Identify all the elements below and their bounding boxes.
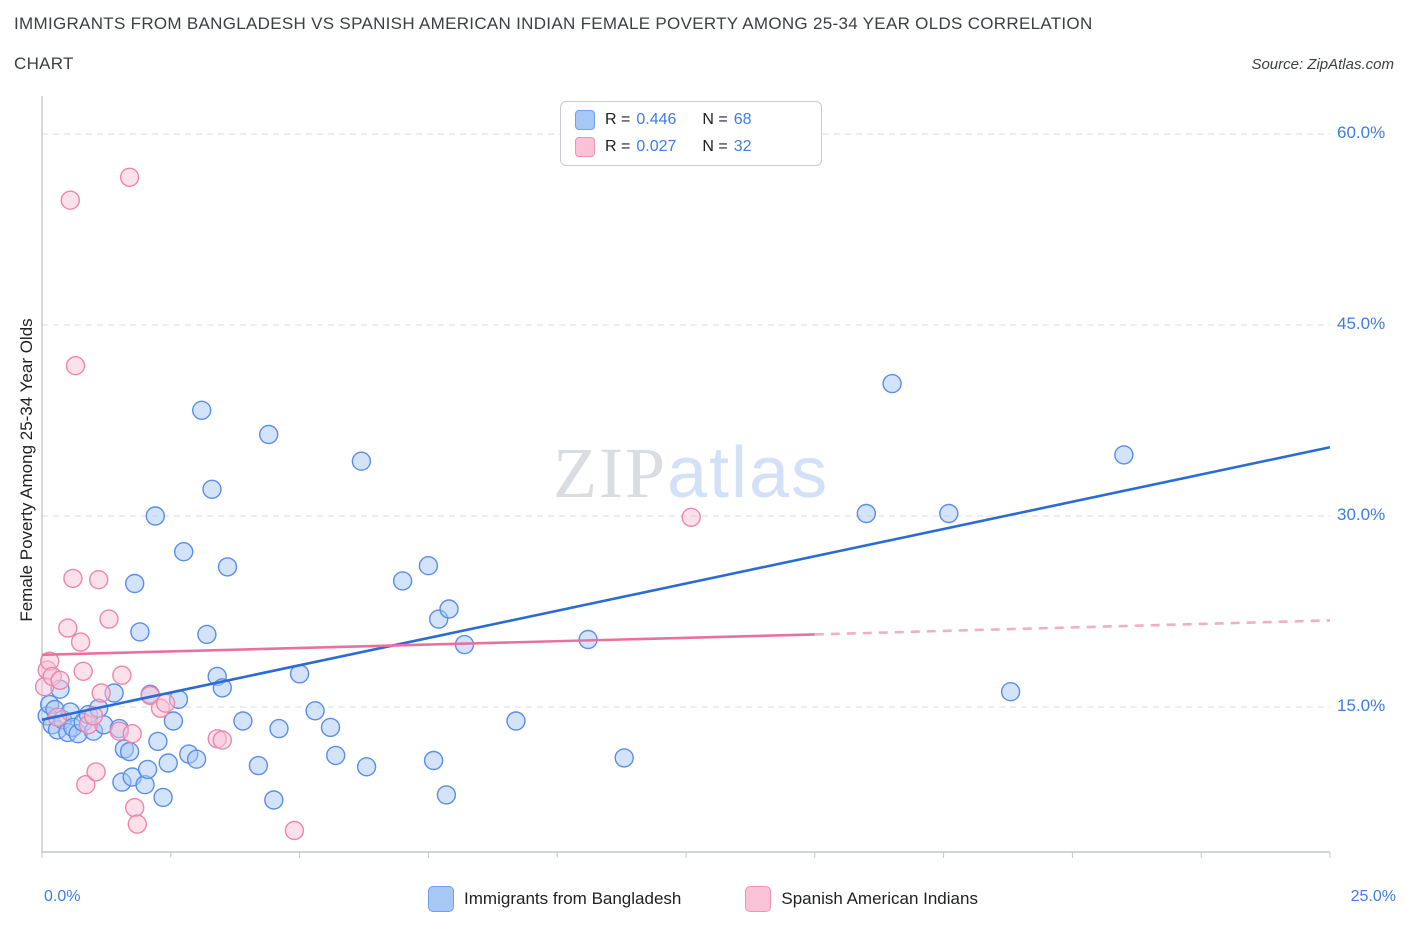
point-bangladesh [305, 701, 325, 721]
point-bangladesh [191, 400, 212, 420]
point-bangladesh [356, 757, 377, 777]
point-spanish-american-indians [127, 814, 148, 834]
point-bangladesh [326, 745, 346, 766]
point-bangladesh [153, 787, 173, 808]
source-credit: Source: ZipAtlas.com [1251, 56, 1394, 73]
legend-swatch-spanish-american-indians [575, 137, 595, 157]
point-bangladesh [264, 790, 284, 810]
n-value: 32 [733, 138, 752, 155]
point-spanish-american-indians [124, 797, 145, 818]
point-bangladesh [145, 506, 166, 526]
point-bangladesh [163, 711, 184, 731]
point-spanish-american-indians [65, 356, 86, 376]
y-tick-15: 15.0% [1337, 696, 1386, 715]
point-bangladesh [202, 479, 222, 499]
y-tick-45: 45.0% [1337, 314, 1386, 333]
point-bangladesh [423, 750, 444, 771]
point-bangladesh [148, 731, 168, 752]
legend-row-bangladesh: R = 0.446 N = 68 [575, 110, 807, 130]
r-value: 0.446 [636, 111, 677, 128]
series-swatch-spanish-american-indians [745, 886, 772, 912]
y-tick-60: 60.0% [1337, 123, 1386, 142]
y-axis-label: Female Poverty Among 25-34 Year Olds [17, 318, 36, 622]
point-spanish-american-indians [83, 706, 104, 726]
r-label: R = [605, 111, 631, 128]
point-spanish-american-indians [73, 661, 93, 681]
point-spanish-american-indians [86, 762, 106, 782]
point-bangladesh [248, 755, 269, 776]
legend-swatch-bangladesh [575, 110, 595, 130]
point-bangladesh [439, 599, 459, 619]
point-spanish-american-indians [91, 683, 111, 703]
point-bangladesh [392, 571, 413, 591]
point-bangladesh [233, 711, 253, 731]
point-bangladesh [217, 557, 238, 577]
point-spanish-american-indians [284, 820, 305, 841]
series-label-spanish-american-indians: Spanish American Indians [781, 889, 978, 908]
series-legend-item-spanish-american-indians: Spanish American Indians [745, 886, 978, 912]
y-tick-30: 30.0% [1337, 505, 1386, 524]
point-spanish-american-indians [58, 618, 78, 638]
point-spanish-american-indians [681, 507, 701, 527]
n-label: N = [702, 111, 728, 128]
point-spanish-american-indians [50, 670, 70, 690]
x-tick-min: 0.0% [44, 888, 81, 905]
point-spanish-american-indians [212, 730, 233, 750]
legend-row-spanish-american-indians: R = 0.027 N = 32 [575, 137, 807, 157]
n-label: N = [702, 138, 728, 155]
n-value: 68 [733, 111, 752, 128]
point-bangladesh [158, 753, 178, 773]
point-spanish-american-indians [99, 609, 119, 629]
point-bangladesh [259, 424, 279, 445]
point-spanish-american-indians [119, 167, 140, 188]
point-spanish-american-indians [88, 570, 109, 590]
r-value: 0.027 [636, 138, 677, 155]
page-title-line2: CHART [14, 54, 74, 73]
series-swatch-bangladesh [428, 886, 455, 912]
trend-line-spanish-american-indians [814, 619, 1331, 636]
point-bangladesh [186, 749, 207, 769]
point-bangladesh [1000, 682, 1021, 702]
point-spanish-american-indians [60, 190, 81, 210]
point-spanish-american-indians [122, 724, 142, 744]
r-label: R = [605, 138, 631, 155]
point-bangladesh [436, 785, 457, 805]
point-bangladesh [882, 373, 902, 394]
x-tick-max: 25.0% [1350, 888, 1396, 905]
point-bangladesh [614, 748, 634, 768]
page-title: IMMIGRANTS FROM BANGLADESH VS SPANISH AM… [14, 14, 1093, 33]
point-bangladesh [506, 711, 526, 731]
point-bangladesh [173, 542, 194, 562]
point-bangladesh [119, 741, 140, 762]
point-bangladesh [939, 503, 959, 524]
point-bangladesh [418, 556, 439, 576]
point-bangladesh [197, 624, 217, 645]
point-spanish-american-indians [63, 568, 83, 589]
point-bangladesh [124, 573, 145, 594]
point-spanish-american-indians [70, 632, 91, 652]
correlation-legend-box: R = 0.446 N = 68 R = 0.027 N = 32 [560, 101, 822, 166]
trend-line-spanish-american-indians [41, 633, 815, 657]
point-spanish-american-indians [112, 665, 132, 685]
series-label-bangladesh: Immigrants from Bangladesh [464, 889, 682, 908]
series-legend-item-bangladesh: Immigrants from Bangladesh [428, 886, 681, 912]
point-bangladesh [137, 759, 158, 780]
point-spanish-american-indians [155, 693, 176, 713]
series-legend: Immigrants from Bangladesh Spanish Ameri… [0, 886, 1406, 912]
point-spanish-american-indians [76, 775, 96, 795]
point-bangladesh [351, 451, 372, 471]
trend-line-bangladesh [41, 445, 1331, 722]
point-bangladesh [1114, 445, 1134, 465]
point-bangladesh [320, 717, 341, 738]
point-bangladesh [130, 622, 150, 642]
point-bangladesh [856, 503, 876, 524]
point-bangladesh [269, 718, 289, 739]
